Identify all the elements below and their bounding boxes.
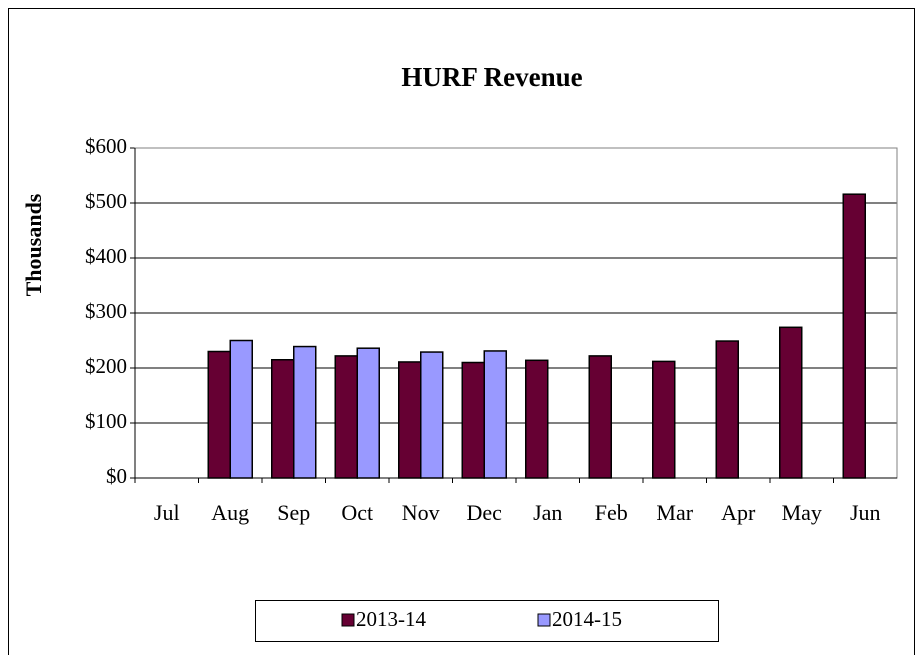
- y-tick-label: $600: [85, 134, 127, 158]
- x-tick-label: May: [782, 500, 822, 525]
- x-tick-label: Dec: [467, 500, 503, 525]
- bar: [588, 355, 612, 479]
- y-tick-label: $500: [85, 189, 127, 213]
- legend-box: [255, 600, 719, 642]
- x-tick-label: Apr: [721, 500, 756, 525]
- bar: [207, 350, 231, 479]
- x-tick-label: Jun: [850, 500, 881, 525]
- bar: [334, 355, 358, 479]
- bar: [356, 347, 380, 479]
- x-tick-label: Nov: [402, 500, 440, 525]
- chart-title: HURF Revenue: [401, 62, 582, 92]
- legend-swatch: [341, 613, 355, 627]
- bar: [271, 359, 295, 479]
- bar: [483, 350, 507, 479]
- x-tick-label: Mar: [656, 500, 693, 525]
- bar: [420, 351, 444, 479]
- legend-swatch: [537, 613, 551, 627]
- y-axis-label: Thousands: [21, 193, 46, 296]
- bar: [715, 340, 739, 479]
- legend-label: 2013-14: [356, 607, 426, 631]
- bar: [229, 339, 253, 479]
- y-tick-label: $400: [85, 244, 127, 268]
- x-tick-label: Sep: [277, 500, 310, 525]
- x-tick-label: Jul: [154, 500, 180, 525]
- y-tick-label: $100: [85, 409, 127, 433]
- bar: [842, 193, 866, 479]
- x-tick-label: Aug: [211, 500, 249, 525]
- y-tick-label: $300: [85, 299, 127, 323]
- y-tick-label: $0: [106, 464, 127, 488]
- bar: [779, 326, 803, 479]
- x-tick-label: Jan: [533, 500, 562, 525]
- bar: [525, 359, 549, 479]
- chart-border: [8, 8, 915, 659]
- bar: [398, 361, 422, 479]
- bar: [293, 345, 317, 479]
- x-tick-label: Oct: [341, 500, 373, 525]
- y-tick-label: $200: [85, 354, 127, 378]
- legend-label: 2014-15: [552, 607, 622, 631]
- x-tick-label: Feb: [595, 500, 628, 525]
- bar: [652, 360, 676, 479]
- bar: [461, 361, 485, 479]
